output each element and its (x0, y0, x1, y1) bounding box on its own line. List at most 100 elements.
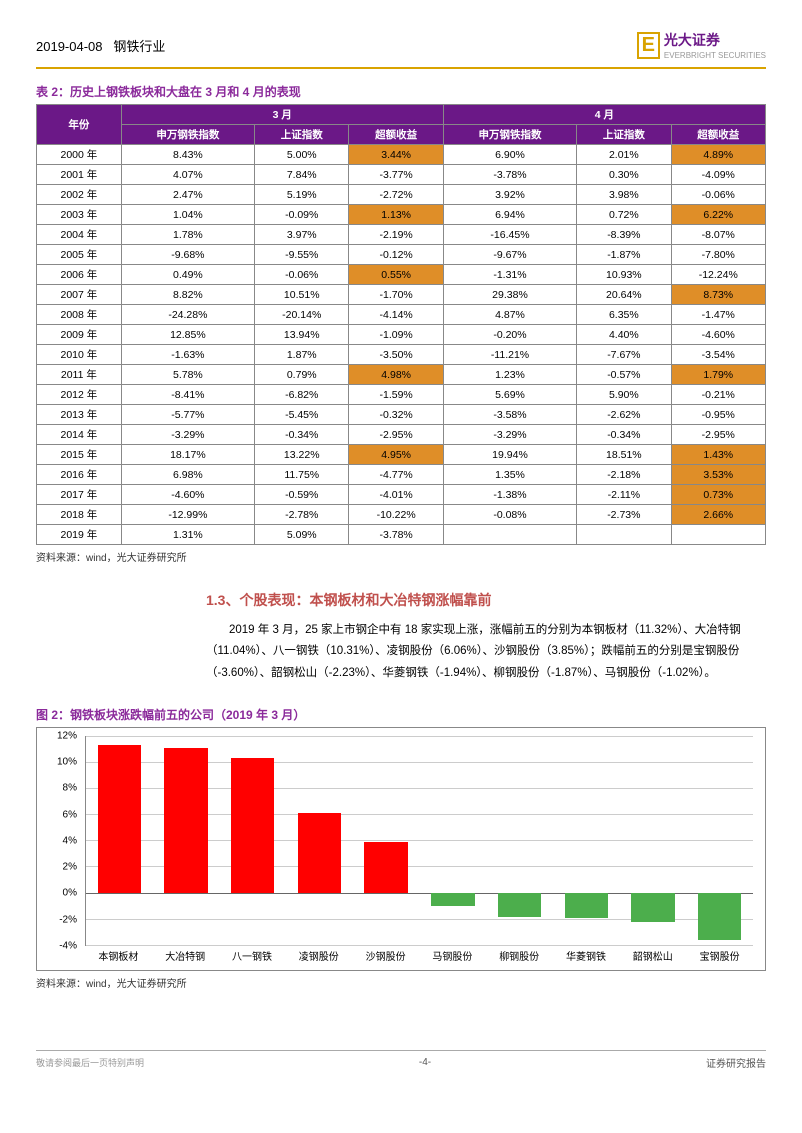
cell-value: 3.97% (255, 225, 349, 245)
cell-value: -3.78% (349, 525, 443, 545)
cell-year: 2005 年 (37, 245, 122, 265)
section-title: 1.3、个股表现：本钢板材和大冶特钢涨幅靠前 (206, 590, 766, 610)
cell-value: 5.09% (255, 525, 349, 545)
chart-x-axis: 本钢板材大冶特钢八一钢铁凌钢股份沙钢股份马钢股份柳钢股份华菱钢铁韶钢松山宝钢股份 (85, 948, 753, 966)
x-label: 本钢板材 (98, 948, 138, 963)
cell-year: 2003 年 (37, 205, 122, 225)
cell-value: -1.31% (443, 265, 576, 285)
cell-value: 2.47% (121, 185, 254, 205)
bar (498, 893, 541, 917)
x-label: 马钢股份 (432, 948, 472, 963)
cell-value: -4.09% (671, 165, 765, 185)
y-tick: -4% (59, 940, 77, 951)
table-row: 2002 年2.47%5.19%-2.72%3.92%3.98%-0.06% (37, 185, 766, 205)
cell-year: 2000 年 (37, 145, 122, 165)
cell-value: 12.85% (121, 325, 254, 345)
y-tick: -2% (59, 914, 77, 925)
cell-value: -1.87% (577, 245, 671, 265)
chart-y-axis: -4%-2%0%2%4%6%8%10%12% (43, 736, 83, 946)
cell-value: -8.07% (671, 225, 765, 245)
sub-header: 申万钢铁指数 (443, 125, 576, 145)
cell-value: -3.29% (121, 425, 254, 445)
grid-line (86, 945, 753, 946)
cell-value: 6.94% (443, 205, 576, 225)
cell-value: -3.58% (443, 405, 576, 425)
cell-value: -2.18% (577, 465, 671, 485)
x-label: 宝钢股份 (700, 948, 740, 963)
cell-value: 5.69% (443, 385, 576, 405)
table-row: 2012 年-8.41%-6.82%-1.59%5.69%5.90%-0.21% (37, 385, 766, 405)
cell-value: -0.20% (443, 325, 576, 345)
bar (98, 745, 141, 893)
cell-value: -2.11% (577, 485, 671, 505)
cell-value: -8.39% (577, 225, 671, 245)
y-tick: 4% (63, 835, 77, 846)
cell-value: 0.55% (349, 265, 443, 285)
cell-year: 2012 年 (37, 385, 122, 405)
cell-value: 6.35% (577, 305, 671, 325)
table-row: 2014 年-3.29%-0.34%-2.95%-3.29%-0.34%-2.9… (37, 425, 766, 445)
cell-value: -0.06% (671, 185, 765, 205)
page-header: 2019-04-08 钢铁行业 E 光大证券 EVERBRIGHT SECURI… (36, 30, 766, 69)
cell-value: -1.47% (671, 305, 765, 325)
cell-value: 6.22% (671, 205, 765, 225)
cell-value: 1.13% (349, 205, 443, 225)
footer-right: 证券研究报告 (706, 1055, 766, 1070)
x-label: 沙钢股份 (366, 948, 406, 963)
cell-value: 18.17% (121, 445, 254, 465)
cell-value: -0.21% (671, 385, 765, 405)
cell-value (577, 525, 671, 545)
cell-value: 2.01% (577, 145, 671, 165)
cell-value: -4.77% (349, 465, 443, 485)
col-month-a: 3 月 (121, 105, 443, 125)
cell-value: -4.60% (121, 485, 254, 505)
cell-value: -3.50% (349, 345, 443, 365)
table-row: 2007 年8.82%10.51%-1.70%29.38%20.64%8.73% (37, 285, 766, 305)
cell-value: -2.72% (349, 185, 443, 205)
table-row: 2013 年-5.77%-5.45%-0.32%-3.58%-2.62%-0.9… (37, 405, 766, 425)
y-tick: 0% (63, 888, 77, 899)
y-tick: 10% (57, 757, 77, 768)
cell-value: -7.67% (577, 345, 671, 365)
cell-value: 4.07% (121, 165, 254, 185)
cell-year: 2011 年 (37, 365, 122, 385)
sub-header: 申万钢铁指数 (121, 125, 254, 145)
cell-value: 6.98% (121, 465, 254, 485)
cell-value: -0.09% (255, 205, 349, 225)
cell-value: -1.38% (443, 485, 576, 505)
bar (298, 813, 341, 892)
cell-year: 2019 年 (37, 525, 122, 545)
table-row: 2008 年-24.28%-20.14%-4.14%4.87%6.35%-1.4… (37, 305, 766, 325)
cell-value: -12.24% (671, 265, 765, 285)
col-month-b: 4 月 (443, 105, 765, 125)
cell-year: 2018 年 (37, 505, 122, 525)
cell-value: -0.08% (443, 505, 576, 525)
col-year: 年份 (37, 105, 122, 145)
cell-value: -5.45% (255, 405, 349, 425)
cell-value: -5.77% (121, 405, 254, 425)
cell-value: 0.30% (577, 165, 671, 185)
x-label: 柳钢股份 (499, 948, 539, 963)
brand-logo: E 光大证券 EVERBRIGHT SECURITIES (637, 30, 766, 61)
chart-plot (85, 736, 753, 946)
cell-value: 19.94% (443, 445, 576, 465)
cell-value (671, 525, 765, 545)
cell-value: -2.73% (577, 505, 671, 525)
section-body: 2019 年 3 月，25 家上市钢企中有 18 家实现上涨，涨幅前五的分别为本… (206, 620, 766, 684)
cell-value: 29.38% (443, 285, 576, 305)
header-date: 2019-04-08 (36, 39, 103, 54)
table-caption: 表 2：历史上钢铁板块和大盘在 3 月和 4 月的表现 (36, 83, 766, 100)
cell-value: 5.90% (577, 385, 671, 405)
cell-value: 0.72% (577, 205, 671, 225)
sub-header: 超额收益 (671, 125, 765, 145)
x-label: 韶钢松山 (633, 948, 673, 963)
bar (431, 893, 474, 906)
cell-value: 4.89% (671, 145, 765, 165)
bar (364, 842, 407, 892)
cell-value: 18.51% (577, 445, 671, 465)
cell-value: -11.21% (443, 345, 576, 365)
cell-year: 2001 年 (37, 165, 122, 185)
cell-value: -24.28% (121, 305, 254, 325)
cell-year: 2009 年 (37, 325, 122, 345)
cell-value: -0.57% (577, 365, 671, 385)
